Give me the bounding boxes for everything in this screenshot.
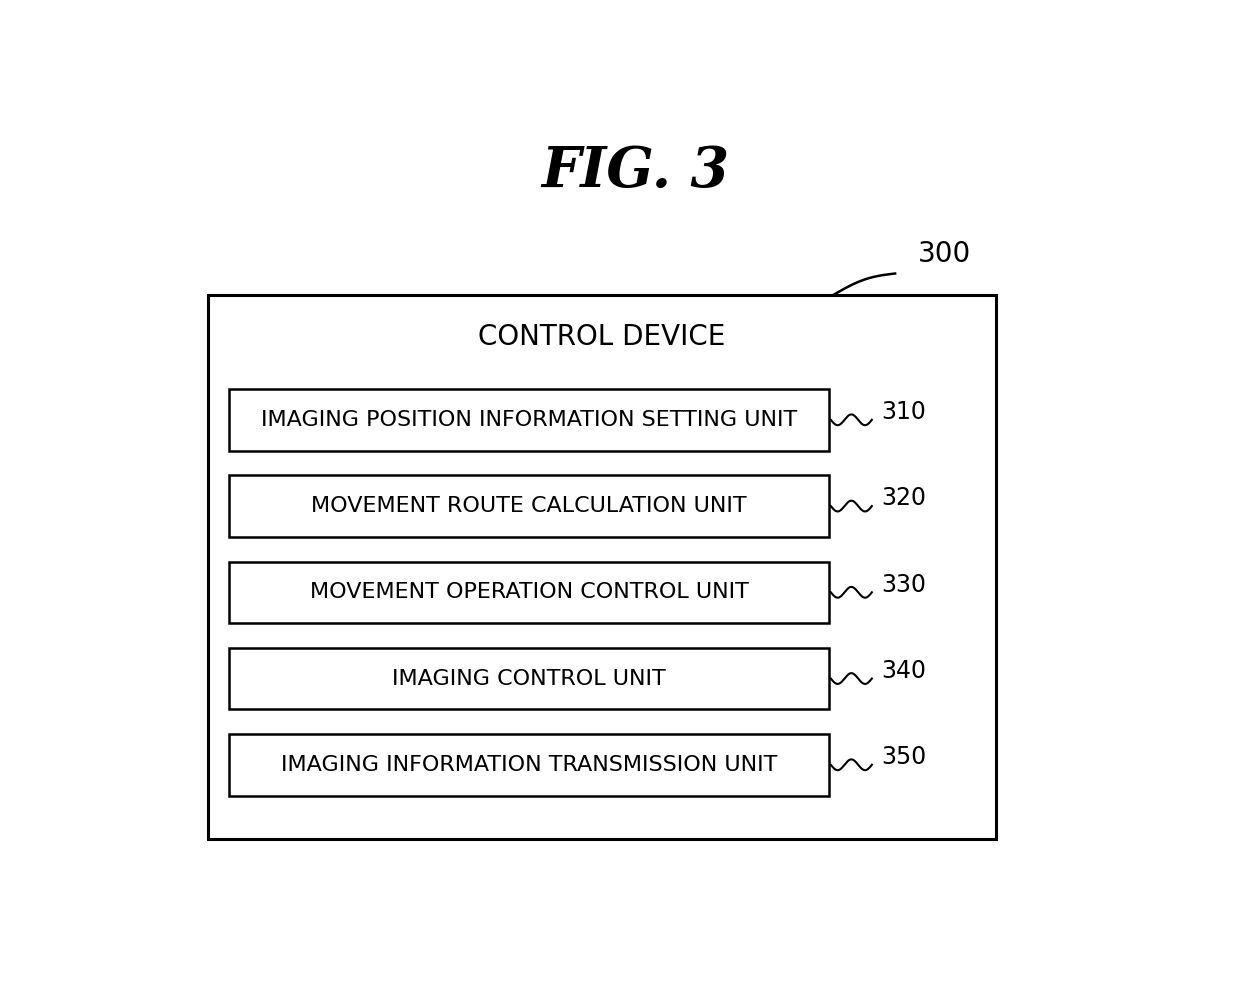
Text: CONTROL DEVICE: CONTROL DEVICE [479,324,725,352]
Text: 340: 340 [882,658,926,683]
Text: MOVEMENT OPERATION CONTROL UNIT: MOVEMENT OPERATION CONTROL UNIT [310,583,749,603]
Text: 350: 350 [882,745,926,769]
Bar [228,389,830,450]
Text: IMAGING CONTROL UNIT: IMAGING CONTROL UNIT [392,668,666,688]
Bar [228,647,830,709]
Text: MOVEMENT ROUTE CALCULATION UNIT: MOVEMENT ROUTE CALCULATION UNIT [311,496,746,516]
Text: 300: 300 [919,240,972,268]
Text: 310: 310 [882,400,926,424]
Bar [228,475,830,537]
Text: IMAGING INFORMATION TRANSMISSION UNIT: IMAGING INFORMATION TRANSMISSION UNIT [280,755,777,775]
Text: 320: 320 [882,486,926,510]
Text: FIG. 3: FIG. 3 [542,144,729,199]
Text: 330: 330 [882,573,926,597]
Bar [228,734,830,796]
Bar [207,295,996,840]
Bar [228,562,830,623]
Text: IMAGING POSITION INFORMATION SETTING UNIT: IMAGING POSITION INFORMATION SETTING UNI… [260,409,797,430]
